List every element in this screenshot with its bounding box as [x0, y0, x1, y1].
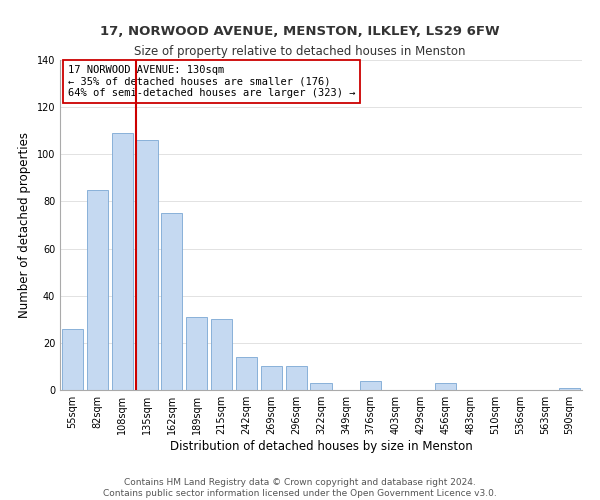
Bar: [435, 383, 456, 390]
Bar: [186, 317, 207, 390]
Bar: [112, 133, 133, 390]
Bar: [211, 320, 232, 390]
Bar: [310, 383, 332, 390]
Text: Contains HM Land Registry data © Crown copyright and database right 2024.
Contai: Contains HM Land Registry data © Crown c…: [103, 478, 497, 498]
Bar: [236, 357, 257, 390]
Bar: [261, 366, 282, 390]
Bar: [559, 388, 580, 390]
Bar: [286, 366, 307, 390]
Text: 17, NORWOOD AVENUE, MENSTON, ILKLEY, LS29 6FW: 17, NORWOOD AVENUE, MENSTON, ILKLEY, LS2…: [100, 25, 500, 38]
Bar: [87, 190, 108, 390]
X-axis label: Distribution of detached houses by size in Menston: Distribution of detached houses by size …: [170, 440, 472, 453]
Text: 17 NORWOOD AVENUE: 130sqm
← 35% of detached houses are smaller (176)
64% of semi: 17 NORWOOD AVENUE: 130sqm ← 35% of detac…: [68, 65, 355, 98]
Bar: [62, 328, 83, 390]
Bar: [136, 140, 158, 390]
Y-axis label: Number of detached properties: Number of detached properties: [18, 132, 31, 318]
Bar: [360, 380, 381, 390]
Bar: [161, 213, 182, 390]
Text: Size of property relative to detached houses in Menston: Size of property relative to detached ho…: [134, 45, 466, 58]
